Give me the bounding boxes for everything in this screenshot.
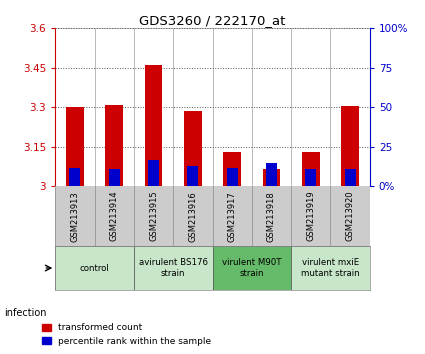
Bar xyxy=(341,106,359,187)
Bar xyxy=(109,169,120,187)
Bar xyxy=(184,112,202,187)
Text: GSM213920: GSM213920 xyxy=(346,191,354,241)
Bar xyxy=(305,169,316,187)
Text: virulent M90T
strain: virulent M90T strain xyxy=(222,258,281,278)
Bar xyxy=(134,246,212,290)
Bar xyxy=(263,169,280,187)
Bar xyxy=(105,105,123,187)
Bar xyxy=(212,28,252,187)
Text: infection: infection xyxy=(4,308,47,318)
Bar xyxy=(187,166,198,187)
Bar xyxy=(148,160,159,187)
Bar xyxy=(252,28,291,187)
Bar xyxy=(227,167,238,187)
Bar xyxy=(55,28,94,187)
Bar xyxy=(331,28,370,187)
Bar xyxy=(291,246,370,290)
Bar xyxy=(302,152,320,187)
Text: GSM213913: GSM213913 xyxy=(71,191,79,241)
Text: GSM213914: GSM213914 xyxy=(110,191,119,241)
Bar xyxy=(345,169,356,187)
Text: control: control xyxy=(79,263,109,273)
Bar xyxy=(173,28,212,187)
Bar xyxy=(144,65,162,187)
Legend: transformed count, percentile rank within the sample: transformed count, percentile rank withi… xyxy=(39,320,215,349)
Bar xyxy=(134,28,173,187)
Text: GSM213919: GSM213919 xyxy=(306,191,315,241)
Text: GSM213917: GSM213917 xyxy=(228,191,237,241)
Text: GSM213916: GSM213916 xyxy=(188,191,197,241)
Bar xyxy=(55,246,134,290)
Bar xyxy=(291,28,331,187)
Bar xyxy=(94,28,134,187)
Bar xyxy=(66,107,84,187)
Bar xyxy=(212,246,291,290)
Title: GDS3260 / 222170_at: GDS3260 / 222170_at xyxy=(139,14,286,27)
Text: GSM213915: GSM213915 xyxy=(149,191,158,241)
Bar xyxy=(223,152,241,187)
Bar xyxy=(69,167,80,187)
Text: avirulent BS176
strain: avirulent BS176 strain xyxy=(139,258,208,278)
Bar xyxy=(266,163,277,187)
Text: GSM213918: GSM213918 xyxy=(267,191,276,241)
Text: virulent mxiE
mutant strain: virulent mxiE mutant strain xyxy=(301,258,360,278)
